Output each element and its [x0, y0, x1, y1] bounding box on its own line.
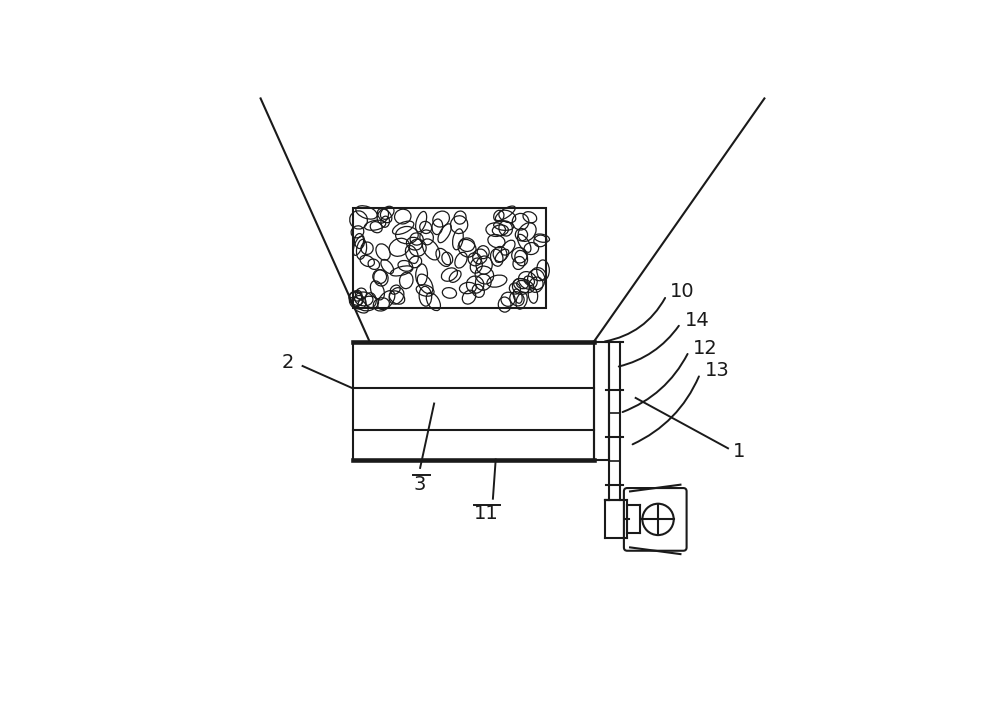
- Text: 2: 2: [282, 353, 294, 372]
- Text: 3: 3: [414, 475, 426, 494]
- Text: 10: 10: [670, 281, 695, 300]
- Text: 13: 13: [705, 361, 729, 380]
- Text: 14: 14: [685, 310, 710, 329]
- Text: 11: 11: [474, 505, 499, 523]
- Text: 12: 12: [693, 339, 718, 358]
- Bar: [353, 208, 546, 308]
- Text: 1: 1: [732, 442, 745, 461]
